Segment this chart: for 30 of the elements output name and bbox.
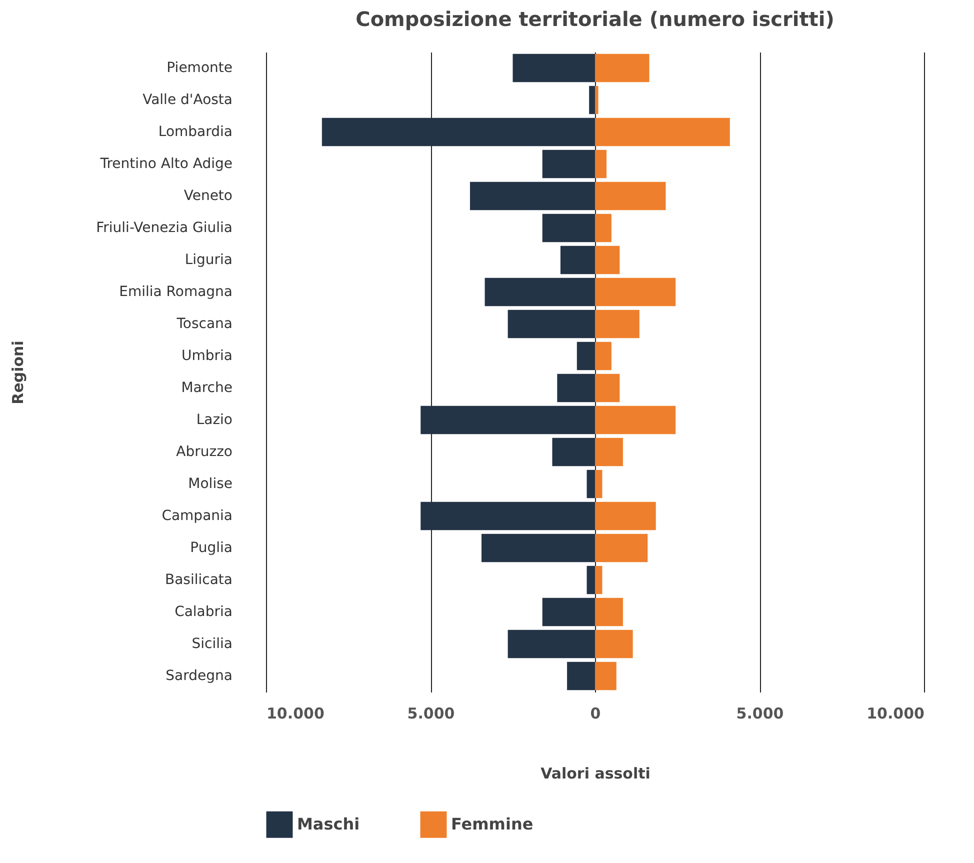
x-tick-label: 10.000 (866, 704, 924, 722)
x-tick-label: 10.000 (266, 704, 324, 722)
y-tick-label: Basilicata (165, 572, 232, 588)
y-tick-label: Marche (181, 380, 232, 396)
y-tick-label: Friuli-Venezia Giulia (96, 220, 232, 236)
x-tick-label: 5.000 (736, 704, 784, 722)
y-axis-title: Regioni (9, 340, 28, 404)
y-tick-label: Emilia Romagna (119, 284, 232, 300)
y-tick-label: Puglia (190, 540, 232, 556)
y-tick-label: Veneto (184, 188, 232, 204)
legend-label: Femmine (451, 814, 534, 834)
y-tick-label: Piemonte (166, 60, 232, 76)
y-tick-label: Lazio (196, 412, 232, 428)
y-tick-label: Campania (162, 508, 232, 524)
y-tick-label: Sicilia (192, 636, 232, 652)
y-tick-label: Trentino Alto Adige (99, 156, 232, 172)
legend-label: Maschi (297, 814, 360, 834)
y-tick-label: Valle d'Aosta (142, 92, 232, 108)
x-tick-label: 0 (590, 704, 601, 722)
y-tick-label: Molise (188, 476, 232, 492)
x-tick-label: 5.000 (407, 704, 455, 722)
x-axis-title: Valori assolti (540, 764, 650, 782)
y-tick-label: Lombardia (158, 124, 232, 140)
y-tick-label: Abruzzo (176, 444, 232, 460)
y-tick-label: Liguria (184, 252, 232, 268)
y-tick-label: Umbria (182, 348, 232, 364)
y-tick-label: Sardegna (166, 668, 232, 684)
y-tick-label: Toscana (176, 316, 232, 332)
y-tick-label: Calabria (174, 604, 232, 620)
chart-title: Composizione territoriale (numero iscritti) (356, 7, 834, 31)
